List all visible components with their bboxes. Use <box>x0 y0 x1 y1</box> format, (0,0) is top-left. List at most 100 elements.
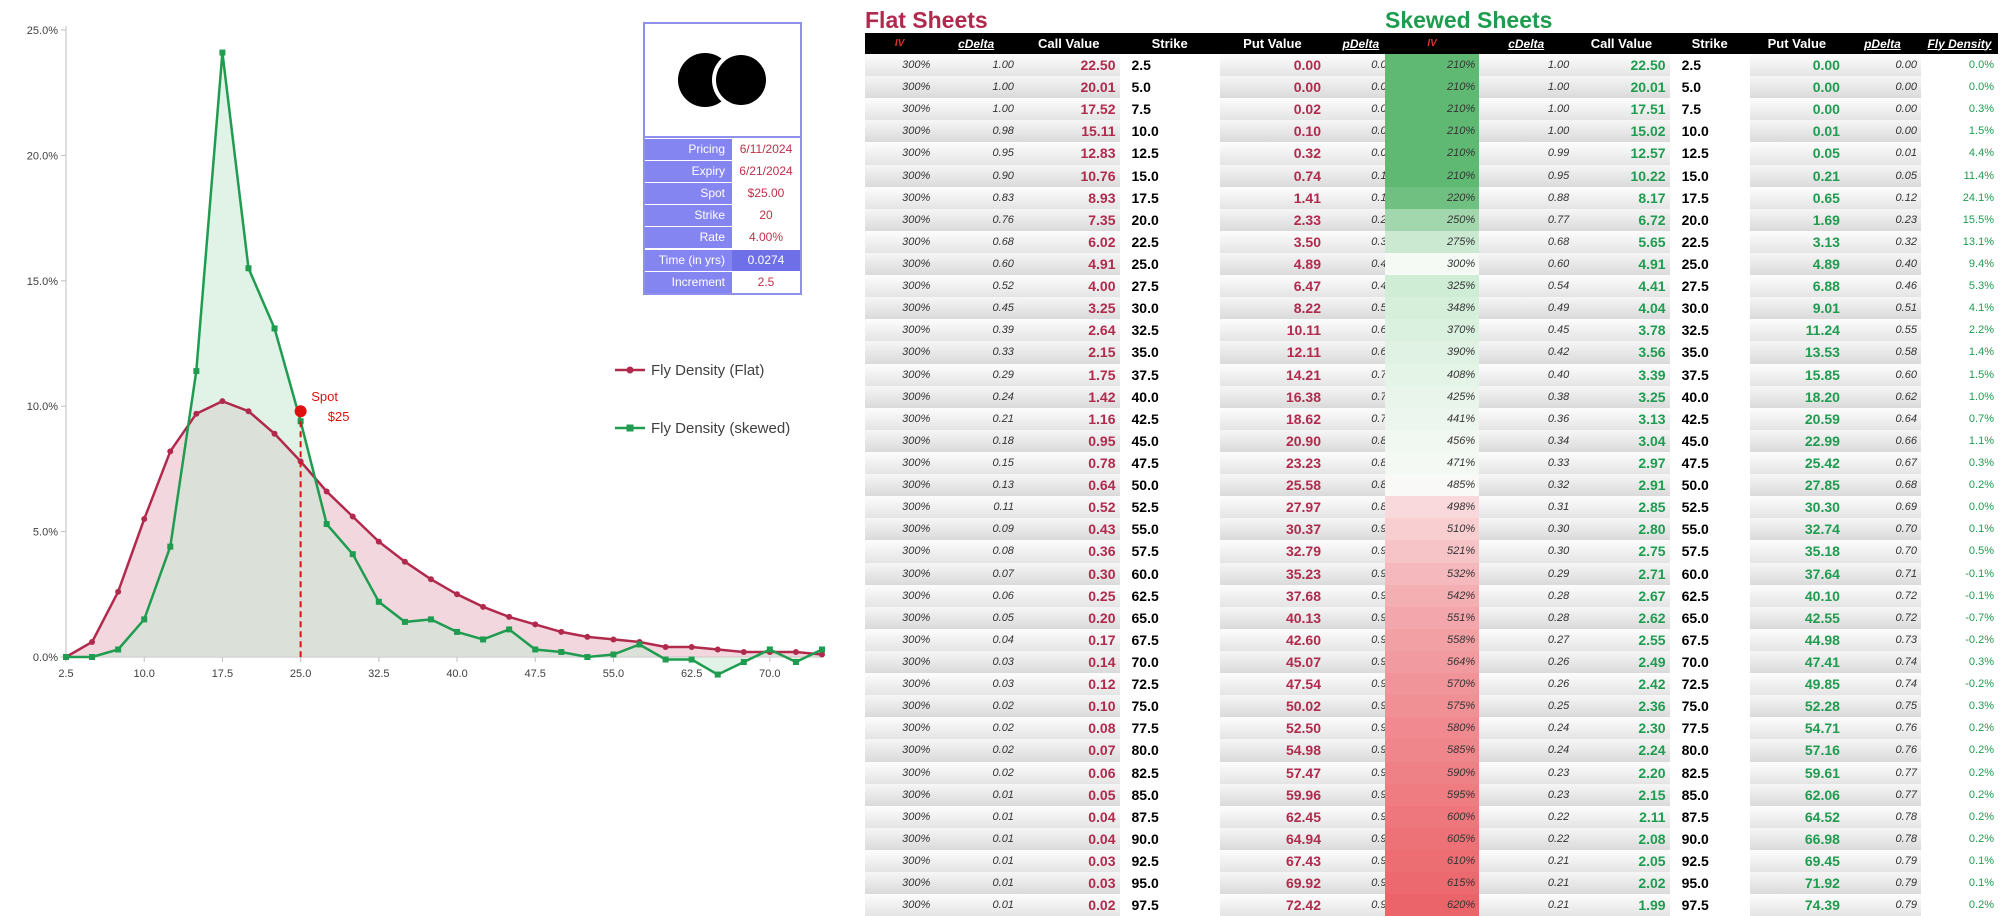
table-cell: 3.13 <box>1573 407 1670 430</box>
table-cell: 67.5 <box>1669 628 1750 651</box>
table-cell: 27.85 <box>1749 474 1844 497</box>
table-cell: 9.01 <box>1749 297 1844 320</box>
table-cell: 2.33 <box>1219 208 1325 231</box>
table-cell: 1.00 <box>934 76 1018 99</box>
table-row: 510% 0.30 2.80 55.0 32.74 0.70 0.1% <box>1385 518 1998 541</box>
table-cell: 97.5 <box>1669 894 1750 916</box>
table-cell: 300% <box>865 98 935 121</box>
table-cell: 348% <box>1385 297 1480 320</box>
table-row: 615% 0.21 2.02 95.0 71.92 0.79 0.1% <box>1385 872 1998 895</box>
table-cell: 45.0 <box>1119 429 1220 452</box>
table-cell: 2.71 <box>1573 562 1670 585</box>
table-row: 325% 0.54 4.41 27.5 6.88 0.46 5.3% <box>1385 275 1998 298</box>
table-cell: 0.33 <box>1479 451 1574 475</box>
table-cell: 0.69 <box>1843 496 1921 519</box>
y-tick-label: 20.0% <box>27 150 58 162</box>
table-cell: 62.5 <box>1119 584 1220 607</box>
table-cell: 300% <box>865 739 935 762</box>
table-cell: 0.7% <box>1968 412 1994 425</box>
data-point-flat <box>584 633 591 640</box>
table-cell: 6.88 <box>1749 275 1844 298</box>
table-cell: 0.2% <box>1968 788 1994 801</box>
table-row: 610% 0.21 2.05 92.5 69.45 0.79 0.1% <box>1385 849 1998 873</box>
param-row: Rate 4.00% <box>645 226 800 248</box>
table-cell: 67.43 <box>1219 849 1325 873</box>
table-row: 275% 0.68 5.65 22.5 3.13 0.32 13.1% <box>1385 230 1998 253</box>
table-cell: 5.3% <box>1968 280 1994 293</box>
table-cell: 300% <box>865 849 935 873</box>
table-row: 498% 0.31 2.85 52.5 30.30 0.69 0.0% <box>1385 496 1998 519</box>
y-tick-label: 15.0% <box>27 276 58 288</box>
table-cell: 5.0 <box>1669 76 1750 99</box>
table-cell: 0.05 <box>1017 783 1120 806</box>
table-cell: 0.08 <box>1017 717 1120 740</box>
table-cell: 300% <box>865 761 935 784</box>
table-cell: 300% <box>865 275 935 298</box>
data-point-flat <box>115 588 122 595</box>
table-cell: 97.5 <box>1119 894 1220 916</box>
table-cell: 300% <box>865 76 935 99</box>
table-cell: 0.95 <box>1017 429 1120 452</box>
table-cell: 3.39 <box>1573 363 1670 386</box>
table-cell: 95.0 <box>1119 872 1220 895</box>
table-cell: 7.35 <box>1017 208 1120 231</box>
data-point-skewed <box>323 521 330 528</box>
table-cell: 498% <box>1385 496 1480 519</box>
table-cell: 70.0 <box>1119 650 1220 674</box>
table-cell: 575% <box>1385 695 1480 718</box>
table-cell: 2.05 <box>1573 849 1670 873</box>
table-cell: 2.02 <box>1573 872 1670 895</box>
table-cell: 80.0 <box>1669 739 1750 762</box>
table-cell: 1.42 <box>1017 385 1120 408</box>
table-row: 590% 0.23 2.20 82.5 59.61 0.77 0.2% <box>1385 761 1998 784</box>
table-cell: 0.2% <box>1968 832 1994 845</box>
table-cell: 42.60 <box>1219 628 1325 651</box>
table-cell: 37.5 <box>1119 363 1220 386</box>
table-cell: 16.38 <box>1219 385 1325 408</box>
table-cell: 2.80 <box>1573 518 1670 541</box>
table-row: 456% 0.34 3.04 45.0 22.99 0.66 1.1% <box>1385 429 1998 452</box>
table-cell: 4.91 <box>1573 252 1670 276</box>
table-cell: 0.01 <box>934 805 1018 828</box>
table-row: 210% 1.00 22.50 2.5 0.00 0.00 0.0% <box>1385 54 1998 77</box>
table-cell: 300% <box>1385 252 1480 276</box>
table-cell: 30.30 <box>1749 496 1844 519</box>
table-cell: 12.83 <box>1017 142 1120 165</box>
data-point-skewed <box>558 648 565 655</box>
table-row: 600% 0.22 2.11 87.5 64.52 0.78 0.2% <box>1385 805 1998 828</box>
table-cell: 40.13 <box>1219 606 1325 629</box>
table-row: 210% 1.00 20.01 5.0 0.00 0.00 0.0% <box>1385 76 1998 99</box>
table-cell: 615% <box>1385 872 1480 895</box>
table-cell: 72.42 <box>1219 894 1325 916</box>
table-cell: 0.51 <box>1843 297 1921 320</box>
data-point-flat <box>401 558 408 565</box>
table-cell: 44.98 <box>1749 628 1844 651</box>
table-cell: 0.20 <box>1017 606 1120 629</box>
table-cell: 42.55 <box>1749 606 1844 629</box>
table-cell: 0.75 <box>1843 695 1921 718</box>
data-point-flat <box>141 516 148 523</box>
data-point-skewed <box>740 659 747 666</box>
table-cell: 300% <box>865 407 935 430</box>
table-cell: 20.01 <box>1573 76 1670 99</box>
table-cell: 1.0% <box>1968 390 1994 403</box>
table-row: 210% 0.99 12.57 12.5 0.05 0.01 4.4% <box>1385 142 1998 165</box>
table-cell: 12.57 <box>1573 142 1670 165</box>
column-header: Strike <box>1669 33 1750 54</box>
table-cell: 0.10 <box>1219 120 1325 143</box>
series-area-skewed <box>66 52 822 675</box>
data-point-skewed <box>427 616 434 623</box>
table-cell: 0.07 <box>1017 739 1120 762</box>
data-point-flat <box>219 398 226 405</box>
table-cell: 0.00 <box>1843 54 1921 77</box>
table-cell: 62.45 <box>1219 805 1325 828</box>
table-cell: 300% <box>865 650 935 674</box>
table-cell: 6.47 <box>1219 275 1325 298</box>
table-cell: 18.62 <box>1219 407 1325 430</box>
table-row: 521% 0.30 2.75 57.5 35.18 0.70 0.5% <box>1385 540 1998 563</box>
